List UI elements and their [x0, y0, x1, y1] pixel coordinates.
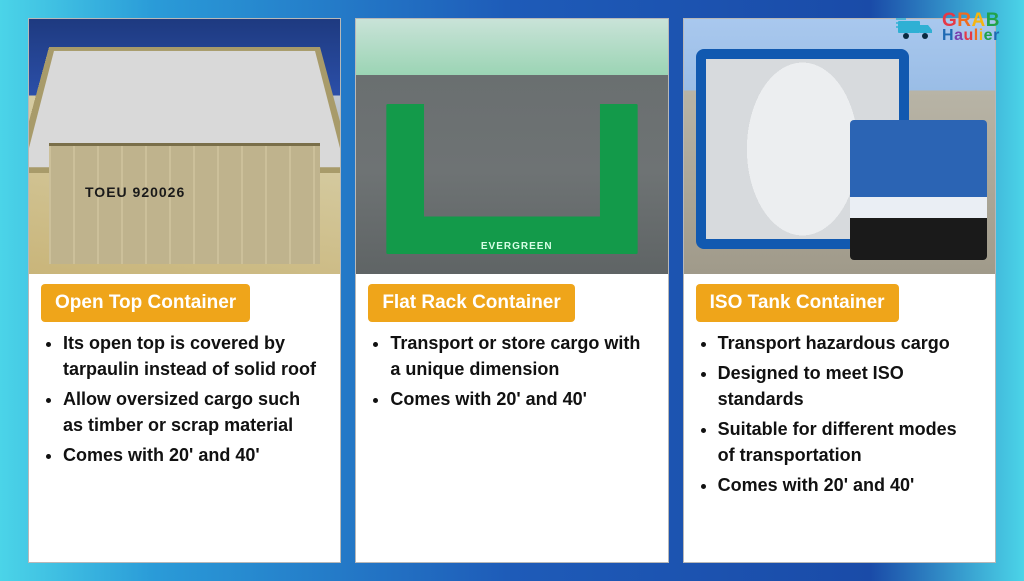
bullet-item: Allow oversized cargo such as timber or … — [63, 386, 322, 438]
cards-row: Open Top Container Its open top is cover… — [28, 18, 996, 563]
card-flat-rack: Flat Rack Container Transport or store c… — [355, 18, 668, 563]
logo-line2: Haulier — [942, 29, 1000, 43]
logo-letter: a — [954, 29, 963, 43]
bullet-item: Designed to meet ISO standards — [718, 360, 977, 412]
bullet-item: Comes with 20' and 40' — [718, 472, 977, 498]
bullet-item: Transport hazardous cargo — [718, 330, 977, 356]
card-bullets: Transport hazardous cargo Designed to mee… — [684, 330, 995, 517]
card-title-chip: Flat Rack Container — [368, 284, 574, 322]
bullet-item: Comes with 20' and 40' — [63, 442, 322, 468]
card-title-chip: Open Top Container — [41, 284, 250, 322]
logo-letter: H — [942, 29, 954, 43]
logo-text: GRAB Haulier — [942, 12, 1000, 43]
card-image — [29, 19, 340, 274]
card-title-chip: ISO Tank Container — [696, 284, 899, 322]
logo-letter: e — [984, 29, 993, 43]
card-image — [684, 19, 995, 274]
bullet-item: Its open top is covered by tarpaulin ins… — [63, 330, 322, 382]
bullet-item: Comes with 20' and 40' — [390, 386, 649, 412]
card-open-top: Open Top Container Its open top is cover… — [28, 18, 341, 563]
truck-icon — [896, 13, 936, 43]
card-image — [356, 19, 667, 274]
bullet-item: Transport or store cargo with a unique d… — [390, 330, 649, 382]
logo-letter: r — [993, 29, 1000, 43]
bullet-item: Suitable for different modes of transpor… — [718, 416, 977, 468]
logo-letter: u — [963, 29, 973, 43]
card-bullets: Transport or store cargo with a unique d… — [356, 330, 667, 430]
brand-logo: GRAB Haulier — [896, 12, 1000, 43]
card-iso-tank: ISO Tank Container Transport hazardous c… — [683, 18, 996, 563]
card-bullets: Its open top is covered by tarpaulin ins… — [29, 330, 340, 486]
